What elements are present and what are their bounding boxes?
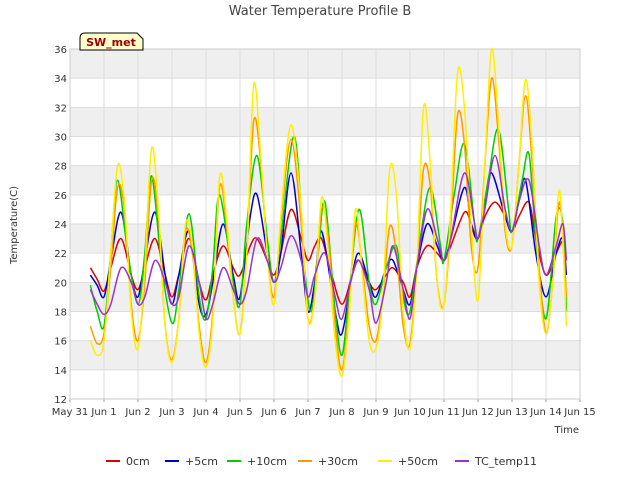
y-tick-label: 32 — [54, 103, 67, 114]
plot-band — [70, 165, 580, 195]
y-tick-label: 30 — [54, 133, 67, 144]
x-tick-label: Jun 12 — [461, 407, 494, 418]
x-tick-label: Jun 1 — [90, 407, 116, 418]
y-tick-label: 20 — [54, 278, 67, 289]
legend: 0cm +5cm +10cm +30cm +50cm TC_temp11 — [106, 455, 537, 468]
site-badge: SW_met — [79, 32, 144, 51]
y-tick-label: 16 — [54, 337, 67, 348]
legend-entry: TC_temp11 — [455, 455, 537, 468]
y-tick-label: 12 — [54, 395, 67, 406]
plot-frame — [69, 48, 581, 400]
x-tick-label: Jun 15 — [563, 407, 596, 418]
legend-label: 0cm — [126, 455, 150, 468]
legend-label: +30cm — [318, 455, 358, 468]
x-tick-label: Jun 13 — [495, 407, 528, 418]
site-badge-label: SW_met — [86, 36, 136, 49]
x-tick-label: May 31 — [52, 407, 89, 418]
y-tick-label: 28 — [54, 162, 67, 173]
legend-entry: +10cm — [227, 455, 287, 468]
y-tick-label: 34 — [54, 74, 67, 85]
x-tick-label: Jun 8 — [328, 407, 354, 418]
chart-title: Water Temperature Profile B — [229, 4, 412, 19]
x-tick-label: Jun 9 — [362, 407, 388, 418]
plot-band — [70, 282, 580, 312]
legend-label: +50cm — [398, 455, 438, 468]
x-tick-label: Jun 10 — [393, 407, 426, 418]
plot-band — [70, 107, 580, 137]
x-axis-title: Time — [554, 425, 579, 436]
legend-entry: 0cm — [106, 455, 150, 468]
y-tick-label: 26 — [54, 191, 67, 202]
plot-band — [70, 340, 580, 370]
x-tick-label: Jun 7 — [294, 407, 320, 418]
x-tick-label: Jun 2 — [124, 407, 150, 418]
x-tick-label: Jun 14 — [529, 407, 562, 418]
x-tick-label: Jun 6 — [260, 407, 286, 418]
x-axis: May 31 Jun 1 Jun 2 Jun 3 Jun 4 Jun 5 Jun 6 Jun … — [52, 48, 596, 418]
legend-entry: +30cm — [298, 455, 358, 468]
y-tick-label: 36 — [54, 45, 67, 56]
series-lines — [89, 47, 568, 377]
legend-label: +5cm — [185, 455, 218, 468]
legend-label: +10cm — [247, 455, 287, 468]
y-axis: 12 14 16 18 20 22 24 26 28 30 32 34 36 — [54, 45, 67, 406]
x-tick-label: Jun 4 — [192, 407, 218, 418]
legend-entry: +5cm — [165, 455, 218, 468]
x-tick-label: Jun 5 — [226, 407, 252, 418]
x-tick-label: Jun 11 — [427, 407, 460, 418]
y-tick-label: 22 — [54, 249, 67, 260]
series-line-+50cm — [89, 47, 568, 377]
x-tick-label: Jun 3 — [158, 407, 184, 418]
series-line-TC_temp11 — [89, 154, 568, 324]
y-tick-label: 18 — [54, 308, 67, 319]
legend-label: TC_temp11 — [474, 455, 537, 468]
y-axis-title: Temperature(C) — [9, 186, 20, 265]
legend-entry: +50cm — [378, 455, 438, 468]
y-tick-label: 24 — [54, 220, 67, 231]
plot-band — [70, 49, 580, 79]
y-tick-label: 14 — [54, 366, 67, 377]
